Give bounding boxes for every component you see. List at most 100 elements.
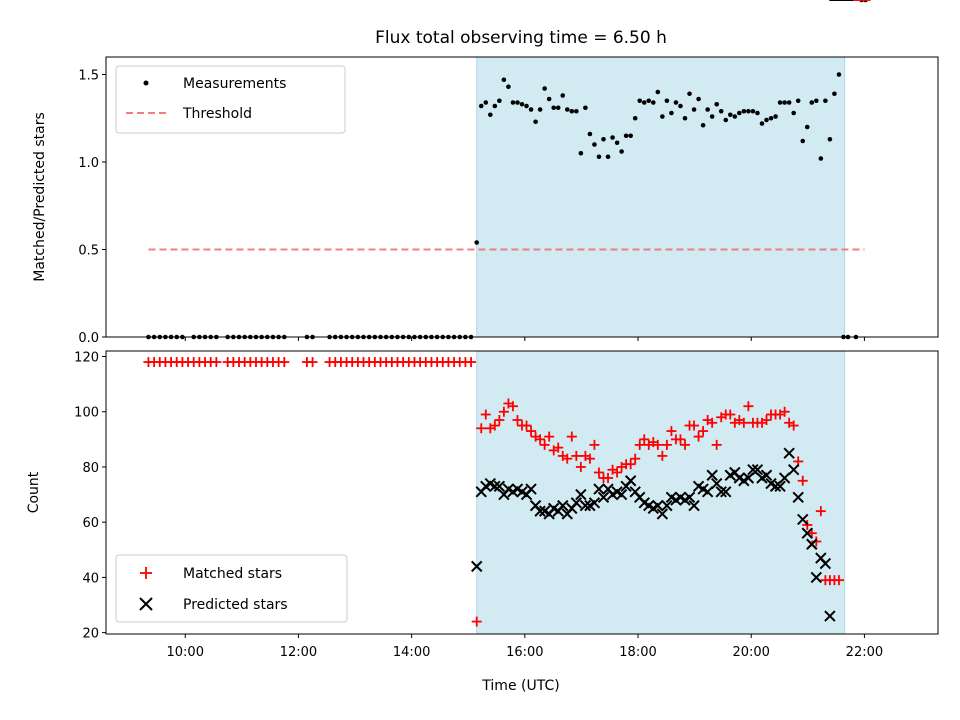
- count-x-tick-label: 12:00: [280, 645, 317, 660]
- predicted-star-stroke: [502, 483, 515, 495]
- predicted-star-points: [471, 0, 854, 622]
- matched-star-point: [562, 453, 573, 464]
- predicted-star-point: [710, 477, 723, 490]
- predicted-star-point: [760, 469, 773, 481]
- measurements-legend-label: Measurements: [183, 76, 286, 92]
- predicted-star-stroke: [729, 466, 741, 479]
- ratio-y-axis-label: Matched/Predicted stars: [32, 112, 48, 282]
- matched-star-point: [575, 461, 586, 472]
- measurement-point: [528, 107, 534, 112]
- count-x-ticks: 10:00 12:00 14:00 16:00 18:00 20:00 22:00: [167, 634, 883, 660]
- predicted-star-stroke: [489, 480, 501, 492]
- predicted-star-stroke: [751, 464, 764, 476]
- matched-star-point: [553, 442, 564, 453]
- measurement-point: [488, 112, 493, 118]
- predicted-star-stroke: [824, 610, 836, 622]
- predicted-star-stroke: [747, 464, 759, 476]
- matched-star-point: [725, 409, 736, 420]
- measurement-point: [551, 105, 556, 111]
- measurement-point: [832, 91, 837, 97]
- predicted-star-stroke: [697, 483, 709, 495]
- predicted-star-point: [792, 491, 804, 504]
- matched-star-point: [507, 401, 518, 412]
- predicted-star-point: [579, 499, 592, 512]
- matched-star-point: [521, 420, 532, 431]
- predicted-star-stroke: [783, 447, 795, 459]
- predicted-star-stroke: [706, 469, 718, 481]
- predicted-star-stroke: [534, 505, 546, 517]
- matched-star-point: [639, 434, 650, 445]
- measurement-point: [809, 100, 815, 105]
- predicted-star-point: [656, 508, 669, 520]
- predicted-star-stroke: [701, 486, 714, 498]
- ratio-shaded-span: [476, 56, 846, 338]
- chart-title: Flux total observing time = 6.50 h: [375, 28, 667, 48]
- predicted-star-stroke: [819, 557, 832, 570]
- measurement-point: [737, 110, 742, 116]
- predicted-star-stroke: [778, 472, 791, 484]
- measurement-point: [823, 98, 828, 104]
- matched-star-point: [211, 357, 222, 368]
- ratio-y-ticks: 0.0 0.5 1.0 1.5: [78, 69, 106, 346]
- predicted-star-stroke: [683, 491, 696, 504]
- predicted-star-stroke: [760, 469, 773, 481]
- predicted-star-stroke: [611, 486, 623, 498]
- predicted-star-stroke: [615, 488, 628, 501]
- predicted-star-point: [819, 557, 832, 570]
- predicted-star-stroke: [516, 486, 528, 498]
- ratio-y-tick-label: 1.0: [78, 156, 99, 171]
- measurement-point: [637, 98, 643, 104]
- predicted-star-stroke: [720, 486, 732, 498]
- count-shaded-span: [476, 350, 846, 635]
- measurement-point: [782, 100, 787, 105]
- matched-star-point: [666, 426, 677, 437]
- measurement-point: [628, 133, 633, 139]
- measurement-point: [669, 110, 674, 116]
- predicted-star-point: [742, 472, 755, 484]
- measurement-point: [827, 136, 833, 142]
- predicted-star-stroke: [769, 480, 782, 492]
- measurement-point: [478, 103, 484, 109]
- predicted-star-point: [493, 480, 506, 492]
- measurement-point: [483, 100, 489, 105]
- predicted-star-stroke: [815, 552, 827, 564]
- ratio-plot-frame: [105, 56, 939, 338]
- predicted-star-stroke: [733, 472, 746, 484]
- measurement-point: [560, 93, 566, 98]
- measurement-point: [646, 98, 652, 104]
- measurement-point: [623, 133, 629, 139]
- measurement-point: [564, 107, 570, 112]
- predicted-star-stroke: [602, 483, 614, 495]
- predicted-star-stroke: [765, 477, 777, 490]
- matched-star-point: [589, 439, 600, 450]
- predicted-star-stroke: [652, 499, 664, 512]
- matched-star-point: [535, 434, 546, 445]
- measurement-point: [800, 138, 806, 144]
- matched-star-point: [738, 417, 749, 428]
- measurement-point: [764, 117, 769, 123]
- count-x-tick-label: 10:00: [167, 645, 204, 660]
- predicted-star-point: [570, 497, 583, 509]
- predicted-legend-label: Predicted stars: [183, 597, 288, 613]
- measurement-point: [759, 121, 765, 126]
- measurement-point: [777, 100, 783, 105]
- matched-star-point: [466, 357, 477, 368]
- measurement-point: [619, 149, 624, 154]
- measurement-point: [814, 98, 819, 104]
- predicted-star-stroke: [774, 480, 786, 492]
- predicted-star-stroke: [579, 499, 592, 512]
- measurement-point: [786, 100, 792, 105]
- predicted-star-point: [810, 571, 823, 584]
- ratio-y-tick-label: 1.5: [78, 69, 99, 84]
- matched-star-point: [630, 453, 641, 464]
- predicted-star-stroke: [557, 499, 569, 512]
- predicted-star-point: [615, 488, 628, 501]
- predicted-star-stroke: [643, 499, 655, 512]
- predicted-star-stroke: [665, 491, 678, 504]
- measurement-point: [533, 119, 538, 125]
- measurement-point: [501, 77, 507, 83]
- measurement-point: [791, 110, 796, 116]
- matched-star-point: [833, 575, 844, 586]
- measurement-point: [641, 100, 647, 105]
- predicted-star-stroke: [810, 571, 823, 584]
